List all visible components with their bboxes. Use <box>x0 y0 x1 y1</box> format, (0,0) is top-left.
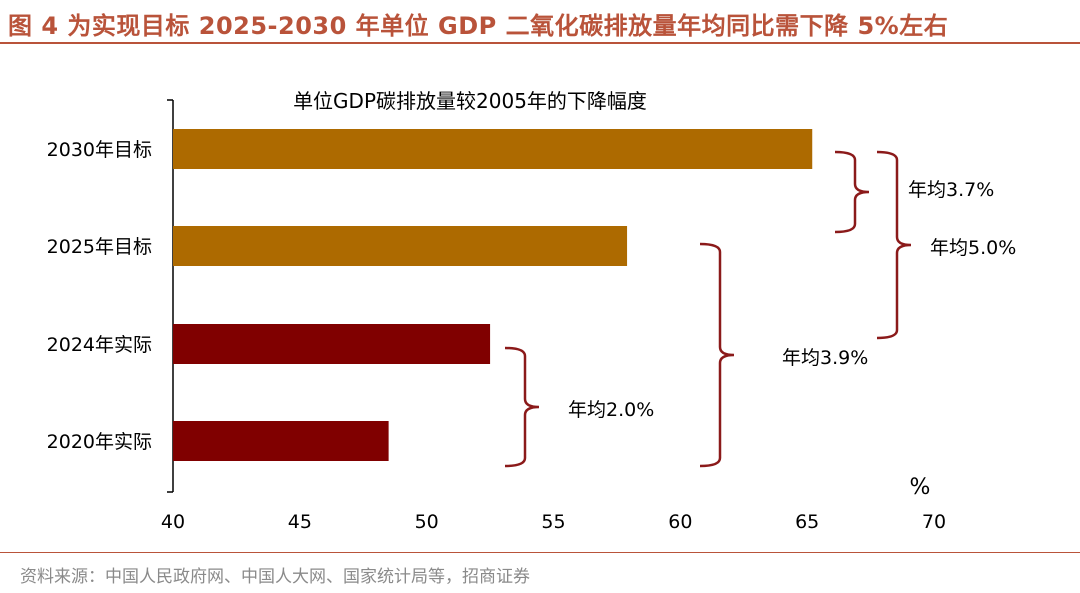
annotation-label: 年均5.0% <box>930 237 1016 259</box>
annotation-label: 年均3.9% <box>782 347 868 369</box>
footer-divider <box>0 552 1080 553</box>
x-tick-label: 55 <box>541 511 565 533</box>
x-tick-label: 40 <box>161 511 185 533</box>
bracket <box>699 242 735 468</box>
annotation-label: 年均2.0% <box>568 399 654 421</box>
bracket <box>504 346 540 468</box>
bar <box>173 324 491 364</box>
bar <box>173 421 389 461</box>
bar <box>173 226 628 266</box>
x-tick-label: 70 <box>922 511 946 533</box>
bar <box>173 129 813 169</box>
annotation-label: 年均3.7% <box>908 179 994 201</box>
bar-chart: 单位GDP碳排放量较2005年的下降幅度 2030年目标 2025年目标 2024年… <box>47 89 1017 533</box>
x-tick-label: 65 <box>795 511 819 533</box>
source-note: 资料来源：中国人民政府网、中国人大网、国家统计局等，招商证券 <box>20 567 530 587</box>
bracket <box>834 150 870 234</box>
bracket <box>876 150 912 340</box>
category-label: 2030年目标 <box>47 139 152 161</box>
category-label: 2025年目标 <box>47 236 152 258</box>
x-tick-label: 50 <box>415 511 439 533</box>
chart-title: 单位GDP碳排放量较2005年的下降幅度 <box>293 89 647 113</box>
x-unit-label: % <box>910 475 931 500</box>
figure-title: 图 4 为实现目标 2025-2030 年单位 GDP 二氧化碳排放量年均同比需… <box>8 12 949 40</box>
title-divider <box>0 42 1080 44</box>
x-tick-label: 45 <box>288 511 312 533</box>
category-label: 2020年实际 <box>47 431 152 453</box>
category-label: 2024年实际 <box>47 334 152 356</box>
x-tick-label: 60 <box>668 511 692 533</box>
